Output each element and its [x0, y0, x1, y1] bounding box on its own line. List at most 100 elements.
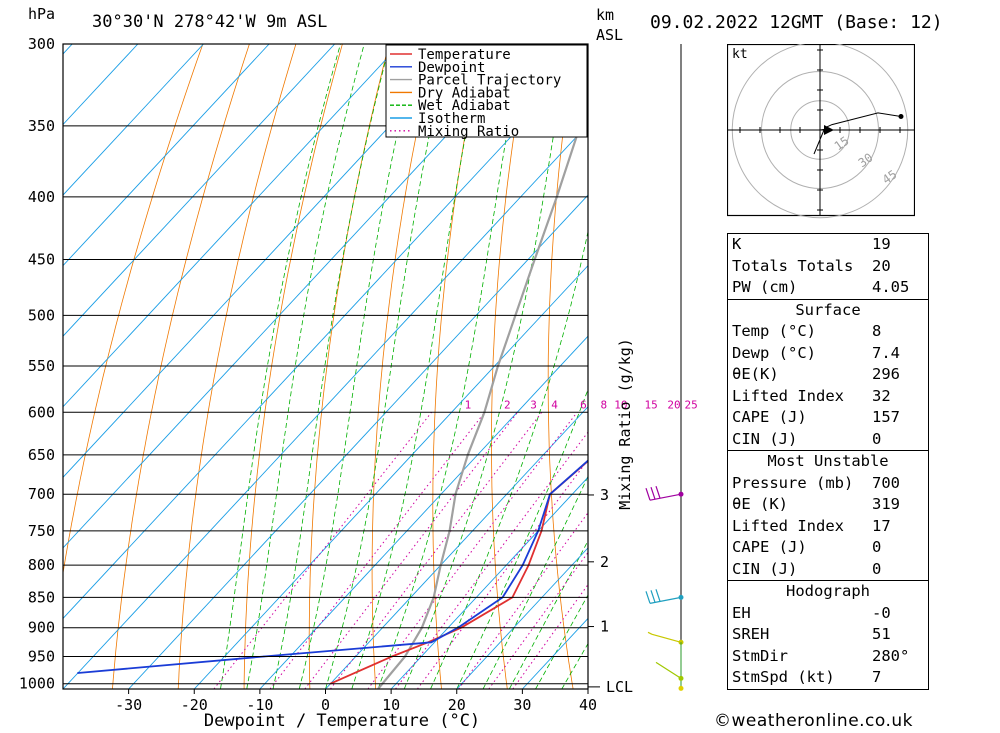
temperature-point	[687, 365, 689, 367]
pressure-tick-label: 1000	[19, 675, 55, 693]
pressure-tick-label: 850	[28, 588, 55, 606]
temperature-tick-label: 0	[321, 696, 330, 714]
surface-index-row: θE(K) 296	[728, 364, 928, 386]
dewpoint-point	[673, 365, 675, 367]
mixing-ratio-label: 6	[580, 398, 587, 411]
datetime-title: 09.02.2022 12GMT (Base: 12)	[650, 12, 943, 33]
most-unstable-index-label: CIN (J)	[732, 559, 798, 578]
height-unit-km: km	[596, 6, 615, 24]
dry-adiabat-line	[947, 44, 1000, 689]
wind-barb-flag	[650, 487, 656, 500]
isotherm-line	[325, 406, 588, 689]
dewpoint-point	[714, 315, 716, 317]
general-index-label: Totals Totals	[732, 256, 854, 275]
most-unstable-index-label: CAPE (J)	[732, 538, 807, 556]
surface-index-value: 0	[872, 429, 882, 448]
temperature-tick-label: 20	[448, 696, 466, 714]
mixing-ratio-line	[213, 411, 432, 689]
credit-link[interactable]: ©weatheronline.co.uk	[714, 711, 914, 731]
surface-index-row: Dewp (°C) 7.4	[728, 343, 928, 365]
hodograph-section: Hodograph EH -0 SREH 51 StmDir 280° StmSpd (kt…	[728, 580, 928, 689]
temperature-tick-label: 10	[382, 696, 400, 714]
legend-label: Isotherm	[418, 111, 485, 127]
dewpoint-point	[594, 454, 596, 456]
most-unstable-index-row: CAPE (J) 0	[728, 537, 928, 559]
hodograph-index-value: -0	[872, 603, 891, 622]
surface-index-row: Temp (°C) 8	[728, 321, 928, 343]
most-unstable-index-value: 0	[872, 538, 882, 556]
most-unstable-index-label: Pressure (mb)	[732, 473, 854, 492]
most-unstable-index-value: 319	[872, 495, 900, 513]
surface-index-label: θE(K)	[732, 365, 779, 383]
temperature-point	[594, 454, 596, 456]
hodograph-end-dot	[898, 114, 904, 119]
pressure-tick-label: 650	[28, 446, 55, 464]
pressure-tick-label: 500	[28, 306, 55, 324]
legend-label: Dewpoint	[418, 60, 485, 76]
wet-adiabat-line	[430, 229, 588, 689]
general-index-label: PW (cm)	[732, 278, 798, 296]
pressure-tick-label: 950	[28, 647, 55, 665]
wet-adiabat-line	[508, 539, 588, 689]
pressure-tick-label: 550	[28, 357, 55, 375]
most-unstable-index-value: 0	[872, 559, 882, 578]
dry-adiabat-line	[63, 44, 204, 576]
most-unstable-index-value: 700	[872, 473, 900, 492]
hodograph-index-row: StmSpd (kt) 7	[728, 667, 928, 689]
surface-index-value: 7.4	[872, 343, 900, 362]
most-unstable-section: Most Unstable Pressure (mb) 700 θE (K) 319 L…	[728, 450, 928, 580]
general-index-value: 19	[872, 235, 891, 253]
height-unit-asl: ASL	[596, 26, 624, 44]
dry-adiabat-line	[432, 44, 483, 689]
most-unstable-index-row: Lifted Index 17	[728, 516, 928, 538]
most-unstable-index-row: CIN (J) 0	[728, 559, 928, 581]
wind-barb	[655, 661, 684, 691]
mixing-ratio-line	[458, 512, 588, 689]
pressure-tick-label: 800	[28, 556, 55, 574]
wet-adiabat-line	[272, 44, 391, 689]
hodograph-index-label: SREH	[732, 625, 770, 643]
wind-barb-staff	[649, 493, 682, 501]
temperature-point	[641, 411, 643, 413]
isotherm-line	[63, 44, 336, 337]
mixing-ratio-axis-label: Mixing Ratio (g/kg)	[616, 338, 634, 510]
mixing-ratio-line	[395, 431, 588, 689]
surface-index-row: Lifted Index 32	[728, 386, 928, 408]
isotherm-line	[390, 476, 588, 689]
most-unstable-index-row: Pressure (mb) 700	[728, 473, 928, 495]
wet-adiabat-line	[482, 475, 588, 689]
most-unstable-title: Most Unstable	[767, 452, 889, 470]
wind-barb-flag	[645, 591, 651, 604]
dry-adiabat-line	[177, 44, 297, 689]
dry-adiabat-line	[243, 44, 343, 689]
isotherm-line	[63, 44, 270, 267]
general-index-row: Totals Totals 20	[728, 256, 928, 278]
mixing-ratio-label: 1	[465, 398, 472, 411]
most-unstable-index-label: Lifted Index	[732, 516, 844, 535]
surface-index-label: CIN (J)	[732, 429, 798, 448]
wet-adiabat-line	[403, 44, 570, 689]
wind-barb-flag	[655, 589, 661, 602]
mixing-ratio-label: 4	[551, 398, 558, 411]
legend-label: Parcel Trajectory	[418, 73, 561, 89]
dewpoint-point	[77, 672, 79, 674]
surface-section: Surface Temp (°C) 8 Dewp (°C) 7.4 θE(K) 296 Li…	[728, 298, 928, 451]
most-unstable-index-label: θE (K)	[732, 495, 788, 513]
general-index-row: PW (cm) 4.05	[728, 277, 928, 299]
wind-barb-flag	[655, 486, 661, 499]
hodograph-index-label: StmSpd (kt)	[732, 668, 835, 686]
dry-adiabat-line	[994, 44, 1000, 689]
temperature-tick-label: -10	[246, 696, 273, 714]
hodograph-index-label: StmDir	[732, 646, 788, 665]
hodograph-storm-arrow	[824, 125, 834, 135]
pressure-tick-label: 450	[28, 250, 55, 268]
surface-index-label: Temp (°C)	[732, 322, 816, 340]
temperature-tick-label: 30	[513, 696, 531, 714]
dry-adiabat-line	[371, 44, 436, 689]
dewpoint-point	[430, 641, 433, 644]
hodograph-title: Hodograph	[786, 582, 870, 600]
mixing-ratio-label: 25	[684, 398, 697, 411]
hodograph-index-label: EH	[732, 603, 751, 622]
wind-barb-staff	[655, 661, 682, 679]
